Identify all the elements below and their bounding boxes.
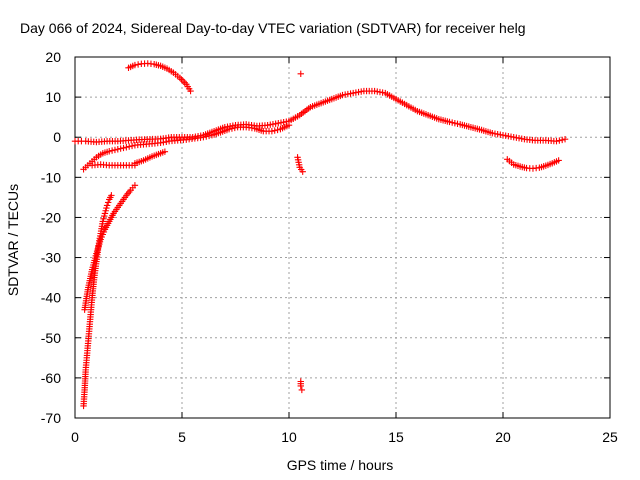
- x-tick-labels: 0 5 10 15 20 25: [71, 429, 618, 445]
- point-lower-band: [108, 147, 116, 154]
- point-steep-curve-2: [131, 182, 139, 189]
- data-points: [71, 60, 569, 410]
- point-upper-arc: [187, 87, 194, 95]
- point-lower-band: [268, 128, 276, 135]
- y-tick-label: -30: [41, 250, 61, 266]
- y-tick-label: 10: [45, 89, 61, 105]
- point-upper-arc: [181, 79, 188, 86]
- point-lower-band: [128, 142, 136, 150]
- point-cluster-105: [297, 382, 304, 390]
- point-outlier: [297, 70, 304, 78]
- point-steep-curve-1: [103, 202, 111, 209]
- point-lower-band: [203, 133, 210, 140]
- point-lower-band: [123, 144, 130, 151]
- point-steep-curve-1: [108, 192, 115, 199]
- point-lower-band: [200, 134, 207, 141]
- point-dip-arc: [555, 157, 562, 164]
- y-tick-label: -60: [41, 370, 61, 386]
- point-lower-band: [285, 121, 293, 129]
- y-tick-label: -70: [41, 410, 61, 426]
- x-tick-label: 0: [71, 429, 79, 445]
- point-rise-segment: [161, 148, 169, 155]
- point-main-arc: [556, 137, 563, 144]
- point-upper-arc: [178, 76, 185, 83]
- point-main-arc: [553, 138, 560, 145]
- y-tick-label: 0: [53, 129, 61, 145]
- point-cluster-105: [298, 386, 306, 394]
- point-lower-band: [111, 146, 119, 154]
- point-lower-band: [117, 145, 124, 152]
- point-main-arc: [561, 136, 569, 143]
- y-tick-label: -10: [41, 169, 61, 185]
- y-tick-label: -40: [41, 290, 61, 306]
- grid-lines: [75, 57, 610, 418]
- point-upper-arc: [179, 77, 187, 85]
- point-lower-band: [228, 125, 236, 132]
- point-lower-band: [271, 127, 278, 134]
- x-tick-label: 15: [388, 429, 404, 445]
- x-axis-label: GPS time / hours: [287, 457, 394, 473]
- point-lower-band: [126, 143, 133, 150]
- x-tick-label: 10: [281, 429, 297, 445]
- y-tick-label: -50: [41, 330, 61, 346]
- y-tick-label: 20: [45, 49, 61, 65]
- point-lower-band: [225, 126, 233, 133]
- point-lower-band: [231, 124, 238, 132]
- point-main-arc: [559, 136, 566, 144]
- axis-ticks: [74, 56, 611, 419]
- point-upper-arc: [134, 61, 142, 68]
- point-cluster-105: [299, 168, 306, 175]
- point-steep-curve-1: [104, 199, 112, 206]
- point-lower-band: [106, 148, 113, 155]
- x-tick-label: 20: [495, 429, 511, 445]
- point-lower-band: [120, 144, 127, 152]
- point-lower-band: [205, 132, 213, 140]
- y-tick-label: -20: [41, 209, 61, 225]
- point-lower-band: [274, 126, 281, 134]
- y-axis-label: SDTVAR / TECUs: [5, 184, 21, 296]
- x-tick-label: 5: [178, 429, 186, 445]
- x-tick-label: 25: [602, 429, 618, 445]
- point-lower-band: [114, 146, 121, 153]
- y-tick-labels: 20 10 0 -10 -20 -30 -40 -50 -60 -70: [41, 49, 61, 426]
- point-upper-arc: [131, 61, 139, 69]
- chart-title: Day 066 of 2024, Sidereal Day-to-day VTE…: [20, 20, 526, 36]
- plot-frame: [74, 56, 611, 419]
